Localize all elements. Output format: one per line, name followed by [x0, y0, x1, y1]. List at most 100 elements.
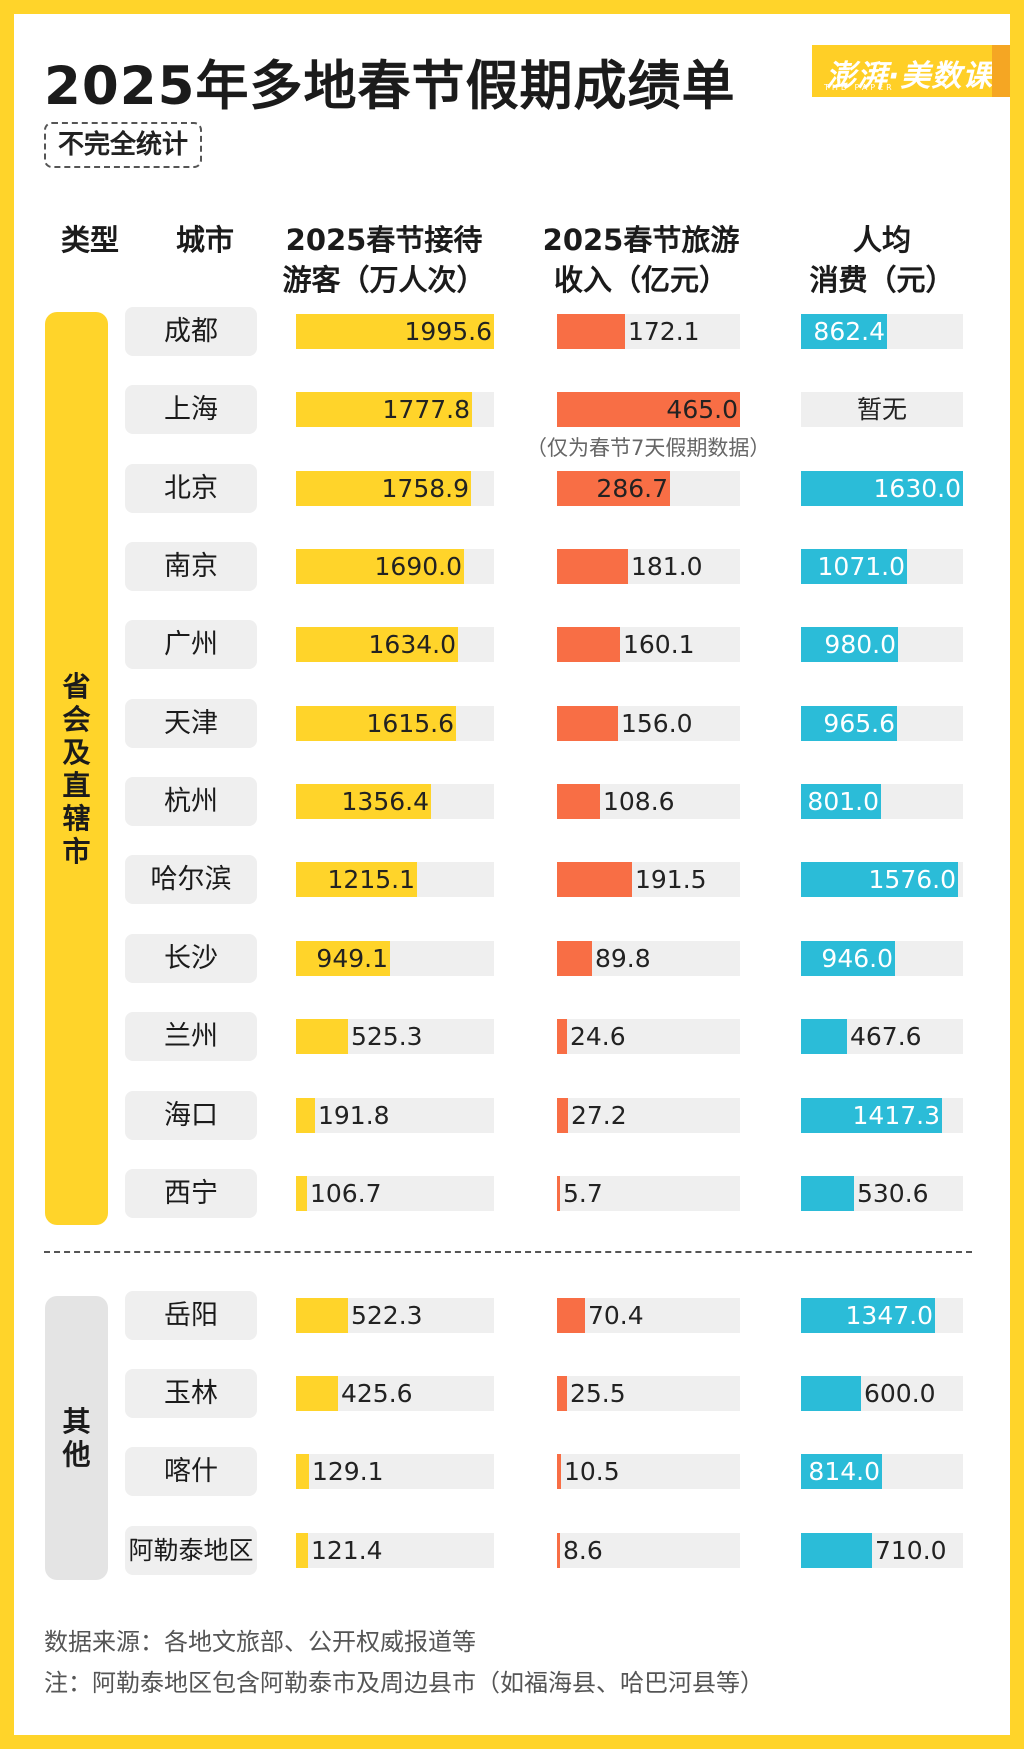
- revenue-bar: [557, 1019, 567, 1054]
- per_capita-bar: [801, 471, 963, 506]
- per_capita-value-label: 1071.0: [817, 552, 905, 581]
- per_capita-value-label: 946.0: [821, 944, 893, 973]
- city-label: 喀什: [125, 1447, 257, 1496]
- per_capita-value-label: 1417.3: [852, 1101, 940, 1130]
- visitors-value-label: 1995.6: [404, 317, 492, 346]
- visitors-bar: [296, 471, 471, 506]
- visitors-value-label: 1615.6: [366, 709, 454, 738]
- header-type: 类型: [60, 223, 119, 257]
- revenue-value-label: 181.0: [631, 552, 703, 581]
- visitors-bar: [296, 1098, 315, 1133]
- revenue-bar: [557, 1098, 568, 1133]
- city-label: 西宁: [125, 1169, 257, 1218]
- header-per-capita-line2: 消费（元）: [809, 263, 955, 297]
- revenue-track: 160.1: [557, 627, 740, 662]
- visitors-track: 525.3: [296, 1019, 494, 1054]
- revenue-bar: [557, 1298, 585, 1333]
- per_capita-track: 980.0: [801, 627, 963, 662]
- revenue-track: 181.0: [557, 549, 740, 584]
- per_capita-track: 862.4: [801, 314, 963, 349]
- page-title: 2025年多地春节假期成绩单: [44, 56, 736, 117]
- header-visitors-line1: 2025春节接待: [285, 223, 483, 257]
- revenue-bar: [557, 1376, 567, 1411]
- revenue-value-label: 89.8: [595, 944, 651, 973]
- visitors-track: 191.8: [296, 1098, 494, 1133]
- revenue-track: 286.7: [557, 471, 740, 506]
- group-label-char: 其: [62, 1405, 91, 1438]
- per_capita-bar: [801, 1098, 942, 1133]
- revenue-track: 108.6: [557, 784, 740, 819]
- revenue-value-label: 70.4: [588, 1301, 644, 1330]
- visitors-track: 1777.8: [296, 392, 494, 427]
- header-per-capita: 人均 消费（元）: [782, 220, 982, 300]
- visitors-bar: [296, 392, 472, 427]
- per_capita-track: 1630.0: [801, 471, 963, 506]
- per_capita-bar: [801, 784, 881, 819]
- per_capita-value-label: 暂无: [856, 395, 907, 424]
- source-note: 数据来源：各地文旅部、公开权威报道等: [44, 1628, 476, 1656]
- per_capita-track: 1071.0: [801, 549, 963, 584]
- city-label: 长沙: [125, 934, 257, 983]
- group-label-char: 他: [62, 1438, 91, 1471]
- revenue-track: 70.4: [557, 1298, 740, 1333]
- city-label: 兰州: [125, 1012, 257, 1061]
- revenue-value-label: 10.5: [564, 1457, 620, 1486]
- visitors-track: 1356.4: [296, 784, 494, 819]
- revenue-value-label: 160.1: [623, 630, 695, 659]
- group-bar-1: 其他: [45, 1296, 108, 1580]
- subtitle-badge: 不完全统计: [44, 122, 203, 168]
- city-label: 杭州: [125, 777, 257, 826]
- visitors-value-label: 129.1: [312, 1457, 384, 1486]
- city-label: 成都: [125, 307, 257, 356]
- per_capita-value-label: 1347.0: [845, 1301, 933, 1330]
- visitors-value-label: 1356.4: [341, 787, 429, 816]
- revenue-bar: [557, 392, 740, 427]
- revenue-bar: [557, 627, 620, 662]
- revenue-bar: [557, 314, 625, 349]
- footnote: 注：阿勒泰地区包含阿勒泰市及周边县市（如福海县、哈巴河县等）: [44, 1669, 764, 1697]
- group-label-char: 直: [62, 768, 91, 802]
- per_capita-value-label: 710.0: [875, 1536, 947, 1565]
- revenue-bar: [557, 471, 670, 506]
- visitors-bar: [296, 1298, 348, 1333]
- header-revenue-line1: 2025春节旅游: [542, 223, 740, 257]
- group-label-char: 省: [62, 669, 91, 703]
- visitors-value-label: 949.1: [316, 944, 388, 973]
- header-per-capita-line1: 人均: [852, 223, 911, 257]
- per_capita-track: 600.0: [801, 1376, 963, 1411]
- revenue-track: 25.5: [557, 1376, 740, 1411]
- city-label: 玉林: [125, 1369, 257, 1418]
- logo-tab: [992, 45, 1010, 97]
- header-visitors: 2025春节接待 游客（万人次）: [268, 220, 500, 300]
- per_capita-bar: [801, 1533, 872, 1568]
- revenue-value-label: 191.5: [635, 865, 707, 894]
- visitors-track: 1690.0: [296, 549, 494, 584]
- logo-text: 澎湃·美数课: [826, 59, 994, 94]
- per_capita-bar: [801, 1019, 847, 1054]
- visitors-track: 522.3: [296, 1298, 494, 1333]
- revenue-bar: [557, 941, 592, 976]
- group-bar-0: 省会及直辖市: [45, 312, 108, 1225]
- city-label: 岳阳: [125, 1291, 257, 1340]
- visitors-bar: [296, 862, 417, 897]
- per_capita-bar: [801, 862, 958, 897]
- revenue-track: 27.2: [557, 1098, 740, 1133]
- per_capita-track: 1417.3: [801, 1098, 963, 1133]
- visitors-bar: [296, 941, 390, 976]
- per_capita-value-label: 1630.0: [873, 474, 961, 503]
- per_capita-bar: [801, 549, 907, 584]
- visitors-value-label: 522.3: [351, 1301, 423, 1330]
- visitors-bar: [296, 314, 494, 349]
- visitors-value-label: 1634.0: [368, 630, 456, 659]
- per_capita-track: 530.6: [801, 1176, 963, 1211]
- city-label: 广州: [125, 620, 257, 669]
- visitors-value-label: 1215.1: [327, 865, 415, 894]
- revenue-value-label: 25.5: [570, 1379, 626, 1408]
- visitors-track: 129.1: [296, 1454, 494, 1489]
- visitors-bar: [296, 1176, 307, 1211]
- per_capita-track: 710.0: [801, 1533, 963, 1568]
- per_capita-value-label: 862.4: [813, 317, 885, 346]
- visitors-bar: [296, 627, 458, 662]
- per_capita-value-label: 600.0: [864, 1379, 936, 1408]
- revenue-value-label: 27.2: [571, 1101, 627, 1130]
